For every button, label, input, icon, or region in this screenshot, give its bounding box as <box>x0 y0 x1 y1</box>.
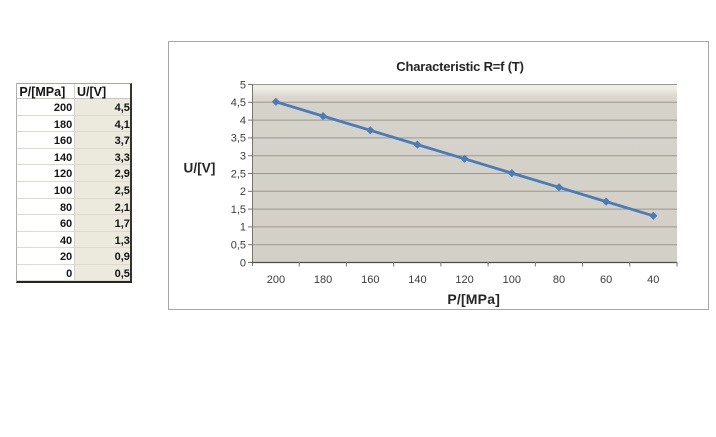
svg-text:140: 140 <box>408 274 426 286</box>
svg-text:40: 40 <box>647 274 659 286</box>
svg-text:180: 180 <box>314 274 332 286</box>
svg-text:Characteristic R=f (T): Characteristic R=f (T) <box>396 59 523 74</box>
svg-text:1,5: 1,5 <box>231 204 246 216</box>
svg-text:2,5: 2,5 <box>231 168 246 180</box>
svg-text:120: 120 <box>455 274 473 286</box>
svg-text:160: 160 <box>361 274 379 286</box>
svg-text:4,5: 4,5 <box>231 97 246 109</box>
svg-text:0,5: 0,5 <box>231 240 246 252</box>
svg-text:4: 4 <box>240 115 246 127</box>
svg-text:5: 5 <box>240 79 246 91</box>
svg-text:3: 3 <box>240 151 246 163</box>
svg-text:0: 0 <box>240 257 246 269</box>
svg-text:P/[MPa]: P/[MPa] <box>447 291 500 307</box>
svg-text:2: 2 <box>240 186 246 198</box>
svg-text:200: 200 <box>267 274 285 286</box>
svg-text:3,5: 3,5 <box>231 133 246 145</box>
svg-text:1: 1 <box>240 222 246 234</box>
svg-text:U/[V]: U/[V] <box>184 161 216 176</box>
svg-text:80: 80 <box>553 274 565 286</box>
svg-text:100: 100 <box>503 274 521 286</box>
svg-text:60: 60 <box>600 274 612 286</box>
